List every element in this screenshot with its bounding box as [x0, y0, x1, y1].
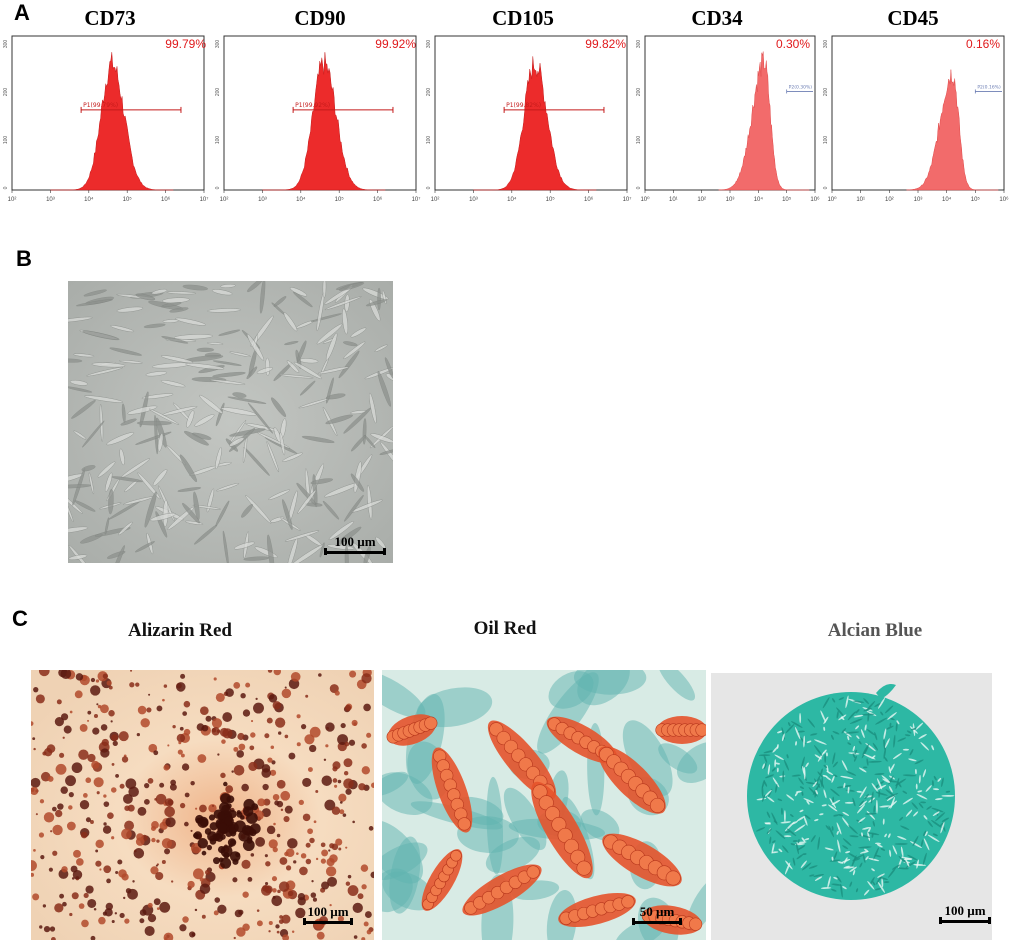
flow-percent-cd105: 99.82% [585, 37, 626, 51]
flow-x-tick: 10⁵ [335, 196, 345, 203]
flow-percent-cd34: 0.30% [775, 37, 810, 51]
flow-y-tick: 0 [426, 186, 432, 189]
alcian-scale-bar: 100 µm [939, 903, 991, 924]
culture-scale-label: 100 µm [334, 534, 376, 549]
flow-x-tick: 10⁶ [999, 196, 1009, 203]
flow-x-tick: 10² [8, 197, 17, 203]
flow-y-tick: 300 [3, 40, 9, 49]
flow-x-tick: 10⁷ [623, 196, 632, 203]
flow-y-tick: 100 [426, 136, 432, 145]
cell-culture-image: 100 µm [68, 281, 393, 563]
flow-title-cd105: CD105 [492, 6, 554, 30]
alcian-blue-image: 100 µm [711, 673, 992, 940]
panel-label-c: C [12, 606, 28, 631]
flow-x-tick: 10³ [46, 197, 55, 203]
flow-x-tick: 10⁵ [782, 196, 792, 203]
flow-y-tick: 200 [823, 88, 829, 97]
flow-title-cd34: CD34 [691, 6, 743, 30]
flow-x-tick: 10⁶ [373, 196, 383, 203]
oil-red-scale-bar: 50 µm [632, 904, 682, 925]
flow-title-cd45: CD45 [887, 6, 939, 30]
culture-scale-bar: 100 µm [324, 534, 386, 555]
flow-histogram-curve [718, 51, 810, 191]
oil-red-scale-label: 50 µm [639, 904, 675, 919]
flow-x-tick: 10³ [914, 197, 923, 203]
flow-x-tick: 10⁵ [546, 196, 556, 203]
flow-x-tick: 10⁰ [640, 196, 650, 203]
flow-x-tick: 10⁶ [584, 196, 594, 203]
flow-x-tick: 10⁵ [971, 196, 981, 203]
flow-histogram-curve [262, 52, 386, 191]
flow-x-tick: 10⁷ [412, 196, 421, 203]
flow-y-tick: 200 [215, 88, 221, 97]
flow-gate-label: P1(99.82%) [506, 102, 541, 109]
flow-gate-label: P1(99.92%) [295, 102, 330, 109]
flow-x-tick: 10³ [258, 197, 267, 203]
stain-title-oil-red: Oil Red [473, 618, 537, 639]
flow-y-tick: 200 [426, 88, 432, 97]
flow-y-tick: 100 [215, 136, 221, 145]
flow-x-tick: 10³ [469, 197, 478, 203]
panel-label-a: A [14, 0, 30, 25]
panel-label-b: B [16, 246, 32, 271]
flow-frame [831, 35, 1005, 191]
flow-x-tick: 10⁰ [827, 196, 837, 203]
flow-y-tick: 0 [823, 186, 829, 189]
flow-histogram-cd73: 0 100 200 300 10² 10³ 10⁴ 10⁵ 10⁶ 10⁷ P1(99.79%) [0, 32, 210, 207]
flow-y-tick: 100 [3, 136, 9, 145]
flow-x-tick: 10² [431, 197, 440, 203]
flow-gate-label: P2(0.30%) [789, 84, 813, 90]
flow-y-tick: 300 [823, 40, 829, 49]
flow-y-tick: 300 [426, 40, 432, 49]
flow-histogram-curve [50, 52, 174, 191]
flow-x-tick: 10¹ [669, 197, 678, 203]
alizarin-scale-label: 100 µm [307, 904, 349, 919]
flow-histogram-curve [906, 69, 999, 191]
flow-x-tick: 10² [697, 197, 706, 203]
alizarin-red-image: 100 µm [31, 670, 374, 940]
flow-x-tick: 10⁴ [296, 196, 306, 203]
flow-x-tick: 10³ [726, 197, 735, 203]
flow-y-tick: 0 [636, 186, 642, 189]
flow-title-cd90: CD90 [294, 6, 346, 30]
stain-title-alizarin: Alizarin Red [128, 620, 232, 641]
flow-title-cd73: CD73 [84, 6, 136, 30]
flow-x-tick: 10² [220, 197, 229, 203]
flow-x-tick: 10⁴ [942, 196, 952, 203]
flow-x-tick: 10⁷ [200, 196, 209, 203]
flow-gate-label: P1(99.79%) [83, 102, 118, 109]
flow-y-tick: 100 [823, 136, 829, 145]
flow-x-tick: 10⁵ [123, 196, 133, 203]
flow-x-tick: 10⁴ [84, 196, 94, 203]
flow-x-tick: 10⁶ [161, 196, 171, 203]
flow-percent-cd73: 99.79% [165, 37, 206, 51]
flow-y-tick: 0 [3, 186, 9, 189]
flow-x-tick: 10⁴ [507, 196, 517, 203]
flow-frame [644, 35, 816, 191]
flow-gate-label: P2(0.16%) [977, 84, 1001, 90]
flow-histogram-cd105: 0 100 200 300 10² 10³ 10⁴ 10⁵ 10⁶ 10⁷ P1(99.82%) [423, 32, 633, 207]
oil-red-image: 50 µm [382, 670, 706, 940]
flow-histogram-curve [473, 56, 597, 191]
alcian-scale-label: 100 µm [944, 903, 986, 918]
flow-x-tick: 10¹ [856, 197, 865, 203]
flow-histogram-cd34: 0 100 200 300 10⁰ 10¹ 10² 10³ 10⁴ 10⁵ 10⁶ P2(0.30%) [633, 32, 821, 207]
flow-y-tick: 300 [636, 40, 642, 49]
flow-histogram-cd45: 0 100 200 300 10⁰ 10¹ 10² 10³ 10⁴ 10⁵ 10⁶ P2(0.16%) [820, 32, 1010, 207]
flow-y-tick: 0 [215, 186, 221, 189]
flow-y-tick: 200 [3, 88, 9, 97]
flow-histogram-cd90: 0 100 200 300 10² 10³ 10⁴ 10⁵ 10⁶ 10⁷ P1(99.92%) [212, 32, 422, 207]
flow-x-tick: 10⁶ [810, 196, 820, 203]
flow-percent-cd90: 99.92% [375, 37, 416, 51]
flow-y-tick: 300 [215, 40, 221, 49]
flow-y-tick: 200 [636, 88, 642, 97]
stain-title-alcian: Alcian Blue [827, 620, 923, 641]
flow-y-tick: 100 [636, 136, 642, 145]
flow-x-tick: 10² [885, 197, 894, 203]
flow-x-tick: 10⁴ [754, 196, 764, 203]
alizarin-scale-bar: 100 µm [303, 904, 353, 925]
flow-percent-cd45: 0.16% [965, 37, 1000, 51]
